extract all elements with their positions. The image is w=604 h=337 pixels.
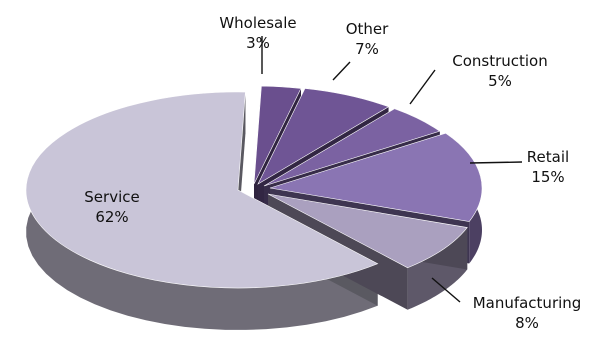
slice-label-manufacturing: Manufacturing bbox=[473, 294, 582, 312]
slice-label-other: Other bbox=[346, 20, 389, 38]
slice-other bbox=[257, 88, 390, 185]
slice-percent-manufacturing: 8% bbox=[515, 314, 539, 332]
slice-label-retail: Retail bbox=[527, 148, 569, 166]
slice-construction bbox=[263, 108, 441, 187]
leader-line-retail bbox=[469, 161, 523, 164]
pie-labels: Wholesale 3% Other 7% Construction 5% Retail 15… bbox=[84, 14, 581, 332]
slice-service bbox=[25, 91, 379, 289]
slice-wholesale bbox=[253, 85, 302, 185]
leader-line-construction bbox=[409, 69, 436, 105]
slice-label-construction: Construction bbox=[452, 52, 548, 70]
slice-label-wholesale: Wholesale bbox=[219, 14, 296, 32]
slice-label-service: Service bbox=[84, 188, 139, 206]
slice-percent-construction: 5% bbox=[488, 72, 512, 90]
slice-retail bbox=[269, 132, 483, 222]
pie-slices bbox=[25, 85, 483, 330]
slice-percent-other: 7% bbox=[355, 40, 379, 58]
slice-percent-retail: 15% bbox=[531, 168, 564, 186]
leader-line-manufacturing bbox=[431, 277, 461, 303]
slice-manufacturing bbox=[267, 193, 468, 269]
slice-percent-wholesale: 3% bbox=[246, 34, 270, 52]
slice-percent-service: 62% bbox=[95, 208, 128, 226]
leader-line-other bbox=[332, 61, 351, 81]
